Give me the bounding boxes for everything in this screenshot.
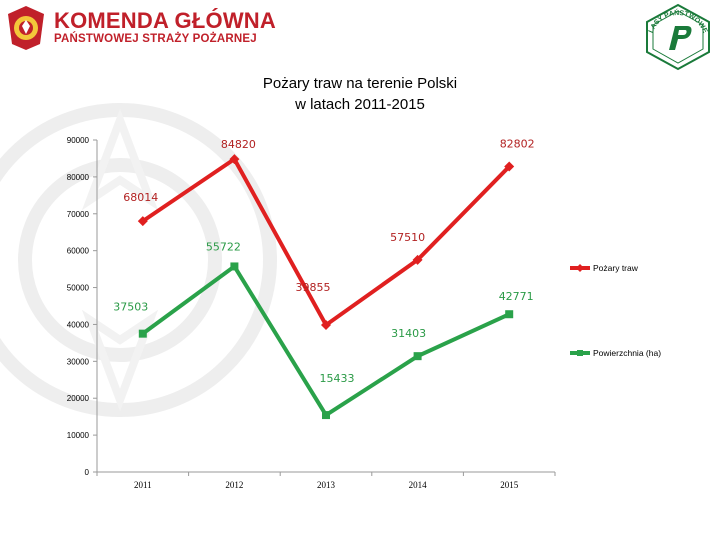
data-label: 37503 (113, 301, 148, 314)
org-subtitle: PAŃSTWOWEJ STRAŻY POŻARNEJ (54, 33, 257, 45)
chart-title: Pożary traw na terenie Polski (262, 75, 458, 92)
data-label: 84820 (221, 138, 256, 151)
data-point-marker (137, 216, 148, 227)
data-label: 39855 (296, 281, 331, 294)
data-point-marker (230, 262, 239, 271)
legend-label: Pożary traw (593, 263, 639, 273)
data-label: 42771 (499, 290, 534, 303)
y-tick-label: 0 (85, 468, 90, 477)
legend-swatch-marker (577, 350, 583, 356)
x-tick-label: 2011 (134, 480, 152, 490)
x-tick-label: 2014 (409, 480, 428, 490)
y-tick-label: 90000 (67, 136, 90, 145)
legend-label: Powierzchnia (ha) (593, 348, 661, 358)
legend-swatch-marker (576, 264, 584, 272)
data-label: 31403 (391, 327, 426, 340)
lasy-panstwowe-logo: LASY PAŃSTWOWE (646, 3, 710, 71)
y-tick-label: 40000 (67, 320, 90, 329)
chart-subtitle: w latach 2011-2015 (295, 96, 425, 113)
data-point-marker (412, 254, 423, 265)
data-point-marker (504, 161, 515, 172)
data-point-marker (413, 352, 422, 361)
series-line (141, 156, 511, 328)
data-point-marker (505, 310, 514, 319)
y-tick-label: 80000 (67, 173, 90, 182)
data-label: 68014 (123, 191, 158, 204)
data-point-marker (321, 319, 331, 330)
x-tick-label: 2015 (500, 480, 519, 490)
data-point-marker (229, 154, 240, 165)
y-tick-label: 10000 (67, 431, 90, 440)
data-label: 15433 (320, 372, 355, 385)
data-point-marker (322, 411, 330, 420)
org-name: KOMENDA GŁÓWNA (54, 8, 276, 33)
y-tick-label: 60000 (67, 247, 90, 256)
y-tick-label: 70000 (67, 210, 90, 219)
data-label: 57510 (390, 231, 425, 244)
data-label: 55722 (206, 240, 241, 253)
y-tick-label: 30000 (67, 357, 90, 366)
data-label: 82802 (500, 138, 535, 151)
x-tick-label: 2012 (225, 480, 243, 490)
data-point-marker (138, 329, 147, 338)
x-tick-label: 2013 (317, 480, 336, 490)
background-emblem-watermark (0, 103, 277, 417)
psp-emblem-logo (8, 6, 44, 50)
y-tick-label: 50000 (67, 284, 90, 293)
y-tick-label: 20000 (67, 394, 90, 403)
